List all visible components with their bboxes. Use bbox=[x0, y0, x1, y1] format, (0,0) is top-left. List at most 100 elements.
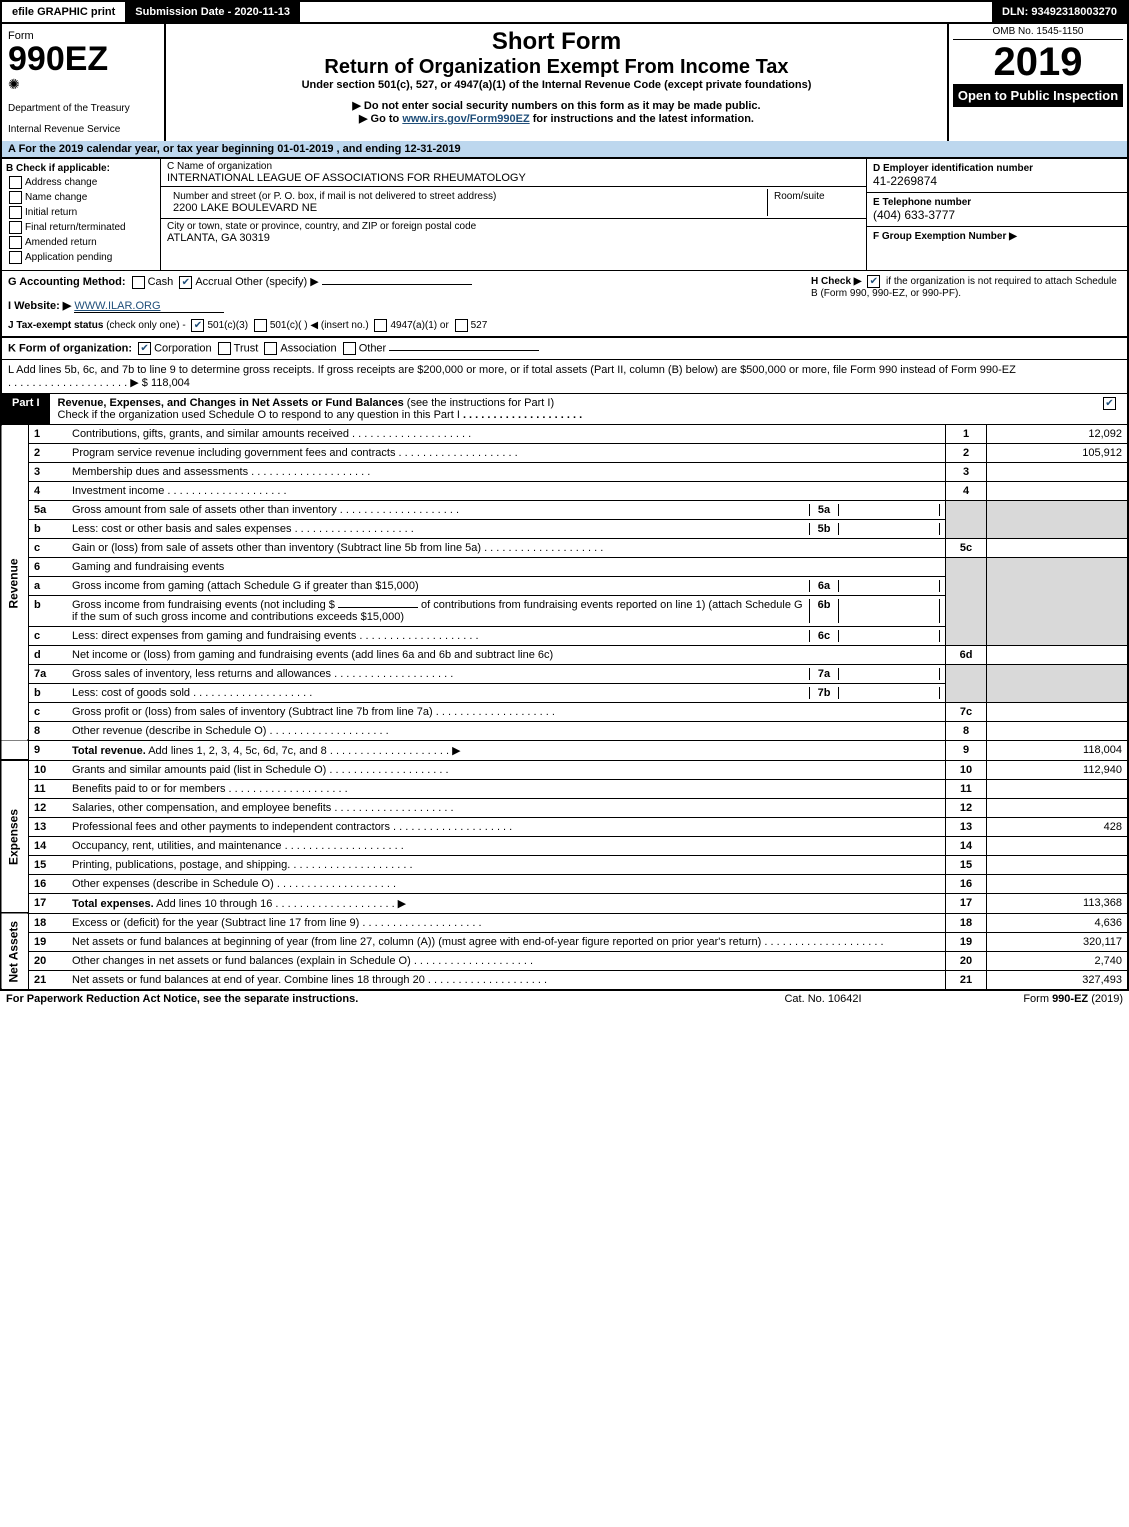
chk-other[interactable] bbox=[343, 342, 356, 355]
desc-5a: Gross amount from sale of assets other t… bbox=[72, 504, 337, 516]
c-street-label: Number and street (or P. O. box, if mail… bbox=[173, 191, 761, 202]
desc-6c: Less: direct expenses from gaming and fu… bbox=[72, 630, 356, 642]
box-def: D Employer identification number 41-2269… bbox=[866, 159, 1127, 270]
chk-application-pending[interactable]: Application pending bbox=[6, 251, 156, 264]
ln-7b: b bbox=[29, 683, 68, 702]
irs-logo-icon: ✺ bbox=[8, 76, 158, 93]
submission-date-badge: Submission Date - 2020-11-13 bbox=[125, 2, 300, 22]
chk-4947[interactable] bbox=[374, 319, 387, 332]
num-11: 11 bbox=[946, 779, 987, 798]
ln-6c: c bbox=[29, 626, 68, 645]
chk-501c3[interactable] bbox=[191, 319, 204, 332]
val-18: 4,636 bbox=[987, 913, 1129, 932]
desc-14: Occupancy, rent, utilities, and maintena… bbox=[72, 840, 282, 852]
other-org-input[interactable] bbox=[389, 350, 539, 351]
desc-19: Net assets or fund balances at beginning… bbox=[72, 936, 761, 948]
k-line: K Form of organization: Corporation Trus… bbox=[0, 338, 1129, 360]
num-20: 20 bbox=[946, 951, 987, 970]
subval-6c bbox=[839, 630, 940, 642]
box-b: B Check if applicable: Address change Na… bbox=[2, 159, 161, 270]
501c3-label: 501(c)(3) bbox=[207, 320, 248, 331]
org-street: 2200 LAKE BOULEVARD NE bbox=[173, 202, 761, 214]
desc-2: Program service revenue including govern… bbox=[72, 447, 395, 459]
title-block: Form 990EZ ✺ Department of the Treasury … bbox=[0, 24, 1129, 141]
other-label: Other (specify) ▶ bbox=[235, 276, 319, 288]
part1-header: Part I Revenue, Expenses, and Changes in… bbox=[0, 394, 1129, 425]
chk-initial-return[interactable]: Initial return bbox=[6, 206, 156, 219]
gh-block: G Accounting Method: Cash Accrual Other … bbox=[0, 271, 1129, 338]
accrual-label: Accrual bbox=[195, 276, 232, 288]
chk-527[interactable] bbox=[455, 319, 468, 332]
subnum-5a: 5a bbox=[809, 504, 839, 516]
ln-18: 18 bbox=[29, 913, 68, 932]
chk-association[interactable] bbox=[264, 342, 277, 355]
chk-cash[interactable] bbox=[132, 276, 145, 289]
chk-501c[interactable] bbox=[254, 319, 267, 332]
chk-trust[interactable] bbox=[218, 342, 231, 355]
ln-4: 4 bbox=[29, 481, 68, 500]
subval-6a bbox=[839, 580, 940, 592]
ln-7a: 7a bbox=[29, 664, 68, 683]
desc-7c: Gross profit or (loss) from sales of inv… bbox=[72, 706, 433, 718]
val-13: 428 bbox=[987, 817, 1129, 836]
val-5c bbox=[987, 538, 1129, 557]
num-19: 19 bbox=[946, 932, 987, 951]
i-label: I Website: ▶ bbox=[8, 300, 71, 312]
side-revenue: Revenue bbox=[1, 425, 29, 741]
ln-6d: d bbox=[29, 645, 68, 664]
tax-year-line: A For the 2019 calendar year, or tax yea… bbox=[0, 141, 1129, 159]
val-21: 327,493 bbox=[987, 970, 1129, 990]
ln-17: 17 bbox=[29, 893, 68, 913]
val-16 bbox=[987, 874, 1129, 893]
desc-8: Other revenue (describe in Schedule O) bbox=[72, 725, 266, 737]
ln-9: 9 bbox=[29, 740, 68, 760]
desc-7b: Less: cost of goods sold bbox=[72, 687, 190, 699]
ln-6: 6 bbox=[29, 557, 68, 576]
efile-print-button[interactable]: efile GRAPHIC print bbox=[2, 2, 125, 22]
val-4 bbox=[987, 481, 1129, 500]
subnum-6a: 6a bbox=[809, 580, 839, 592]
chk-schedule-o[interactable] bbox=[1103, 397, 1116, 410]
part1-title: Revenue, Expenses, and Changes in Net As… bbox=[58, 397, 404, 409]
527-label: 527 bbox=[471, 320, 488, 331]
input-6b-contrib[interactable] bbox=[338, 607, 418, 608]
under-section: Under section 501(c), 527, or 4947(a)(1)… bbox=[174, 79, 939, 91]
num-9: 9 bbox=[946, 740, 987, 760]
chk-schedule-b[interactable] bbox=[867, 275, 880, 288]
j-label: J Tax-exempt status bbox=[8, 320, 103, 331]
num-17: 17 bbox=[946, 893, 987, 913]
form-id-box: Form 990EZ ✺ Department of the Treasury … bbox=[2, 24, 166, 141]
irs-form990ez-link[interactable]: www.irs.gov/Form990EZ bbox=[402, 113, 529, 125]
omb-number: OMB No. 1545-1150 bbox=[953, 26, 1123, 40]
ln-10: 10 bbox=[29, 760, 68, 779]
chk-name-change[interactable]: Name change bbox=[6, 191, 156, 204]
dln-badge: DLN: 93492318003270 bbox=[992, 2, 1127, 22]
irs-label: Internal Revenue Service bbox=[8, 124, 158, 135]
chk-final-return[interactable]: Final return/terminated bbox=[6, 221, 156, 234]
website-link[interactable]: WWW.ILAR.ORG bbox=[74, 300, 224, 313]
subnum-5b: 5b bbox=[809, 523, 839, 535]
chk-accrual[interactable] bbox=[179, 276, 192, 289]
other-specify-input[interactable] bbox=[322, 284, 472, 285]
desc-6a: Gross income from gaming (attach Schedul… bbox=[72, 580, 419, 592]
chk-corporation[interactable] bbox=[138, 342, 151, 355]
val-2: 105,912 bbox=[987, 443, 1129, 462]
501c-label: 501(c)( ) bbox=[270, 320, 308, 331]
side-netassets: Net Assets bbox=[1, 913, 29, 990]
desc-4: Investment income bbox=[72, 485, 164, 497]
desc-5b: Less: cost or other basis and sales expe… bbox=[72, 523, 292, 535]
num-6d: 6d bbox=[946, 645, 987, 664]
val-19: 320,117 bbox=[987, 932, 1129, 951]
l-value: $ 118,004 bbox=[142, 377, 190, 389]
chk-address-change[interactable]: Address change bbox=[6, 176, 156, 189]
num-14: 14 bbox=[946, 836, 987, 855]
desc-21: Net assets or fund balances at end of ye… bbox=[72, 974, 425, 986]
chk-amended-return[interactable]: Amended return bbox=[6, 236, 156, 249]
ln-12: 12 bbox=[29, 798, 68, 817]
desc-3: Membership dues and assessments bbox=[72, 466, 248, 478]
ln-7c: c bbox=[29, 702, 68, 721]
subval-5b bbox=[839, 523, 940, 535]
val-1: 12,092 bbox=[987, 425, 1129, 444]
g-label: G Accounting Method: bbox=[8, 276, 126, 288]
goto-note: ▶ Go to www.irs.gov/Form990EZ for instru… bbox=[174, 112, 939, 125]
